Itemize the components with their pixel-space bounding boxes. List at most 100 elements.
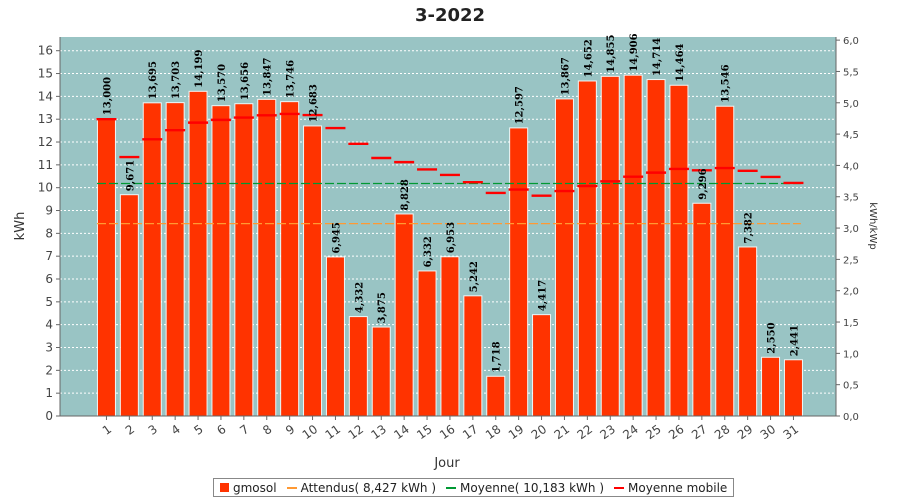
x-tick-label: 27 xyxy=(689,422,710,442)
bar-value-label: 13,847 xyxy=(263,58,274,96)
y2-tick-label: 2,0 xyxy=(843,287,859,298)
chart-legend: gmosol Attendus( 8,427 kWh ) Moyenne( 10,1… xyxy=(213,478,735,497)
y2-tick-label: 0,5 xyxy=(843,381,859,392)
bar xyxy=(189,91,207,417)
y-tick-label: 15 xyxy=(38,67,53,81)
legend-swatch xyxy=(220,483,229,492)
bar-value-label: 4,417 xyxy=(538,280,549,311)
bar xyxy=(349,317,367,416)
x-axis-label: Jour xyxy=(433,456,460,471)
x-axis: 1 2 3 4 5 6 7 8 9 10 11 12 13 14 15 16 17 18 19 20 21 22 23 24 2… xyxy=(60,415,836,442)
bar-value-label: 12,597 xyxy=(515,86,526,124)
reference-lines xyxy=(97,182,801,225)
bar-value-label: 14,714 xyxy=(652,38,663,76)
bar-value-label: 2,441 xyxy=(789,325,800,356)
y2-tick-label: 4,0 xyxy=(843,161,859,172)
bar-value-label: 5,242 xyxy=(469,261,480,292)
bar xyxy=(533,315,551,416)
x-tick-label: 18 xyxy=(483,422,504,442)
bar xyxy=(670,85,688,417)
y2-tick-label: 4,5 xyxy=(843,130,859,141)
y-tick-label: 4 xyxy=(45,318,53,332)
bar-value-label: 9,296 xyxy=(698,168,709,199)
x-tick-label: 2 xyxy=(123,422,137,438)
legend-swatch xyxy=(614,486,625,489)
y-tick-label: 13 xyxy=(38,112,53,126)
bar-value-label: 9,671 xyxy=(125,160,136,191)
bar-value-label: 14,199 xyxy=(194,50,205,88)
bar xyxy=(258,99,276,416)
x-tick-label: 13 xyxy=(368,422,389,442)
bar xyxy=(716,106,734,416)
bar-value-label: 13,867 xyxy=(560,57,571,95)
legend-label: Moyenne mobile xyxy=(628,480,728,495)
x-tick-label: 31 xyxy=(781,422,802,442)
x-tick-label: 1 xyxy=(100,422,114,438)
legend-item: Attendus( 8,427 kWh ) xyxy=(286,480,437,495)
bar xyxy=(464,296,482,416)
x-tick-label: 12 xyxy=(346,422,367,442)
bar-value-label: 7,382 xyxy=(744,212,755,243)
bar-value-label: 13,695 xyxy=(148,61,159,99)
bar-value-label: 13,656 xyxy=(240,62,251,100)
bar xyxy=(555,99,573,416)
x-tick-label: 22 xyxy=(575,422,596,442)
y-tick-label: 1 xyxy=(45,386,53,400)
bar xyxy=(487,376,505,416)
bar-value-label: 13,000 xyxy=(102,77,113,115)
y-tick-label: 16 xyxy=(38,44,53,58)
y2-tick-label: 1,0 xyxy=(843,349,859,360)
x-tick-label: 20 xyxy=(529,422,550,442)
bar xyxy=(624,75,642,416)
x-tick-label: 21 xyxy=(552,422,573,442)
bar-value-label: 13,703 xyxy=(171,61,182,99)
bar-value-label: 6,332 xyxy=(423,236,434,267)
y-tick-label: 12 xyxy=(38,135,53,149)
x-tick-label: 11 xyxy=(323,422,344,442)
bar xyxy=(510,128,528,416)
x-tick-label: 14 xyxy=(391,422,412,442)
legend-label: Moyenne( 10,183 kWh ) xyxy=(460,480,605,495)
x-tick-label: 29 xyxy=(735,422,756,442)
bar xyxy=(693,203,711,416)
bar xyxy=(166,103,184,417)
legend-swatch xyxy=(446,486,457,489)
x-tick-label: 16 xyxy=(437,422,458,442)
bar-value-label: 3,875 xyxy=(377,292,388,323)
bar xyxy=(97,119,115,416)
x-tick-label: 5 xyxy=(191,422,205,438)
x-tick-label: 25 xyxy=(643,422,664,442)
y2-tick-label: 3,5 xyxy=(843,193,859,204)
bar xyxy=(326,257,344,416)
bar xyxy=(647,80,665,417)
bar-value-label: 13,746 xyxy=(286,60,297,98)
x-tick-label: 10 xyxy=(300,422,321,442)
x-tick-label: 24 xyxy=(620,422,641,442)
y2-axis-label: kWh/kWp xyxy=(867,202,878,249)
y-tick-label: 0 xyxy=(45,409,53,423)
bar xyxy=(441,257,459,416)
bar xyxy=(418,271,436,416)
y-tick-label: 7 xyxy=(45,249,53,263)
bar-value-label: 13,570 xyxy=(217,64,228,102)
bar xyxy=(395,214,413,416)
y2-tick-label: 0,0 xyxy=(843,412,859,423)
x-tick-label: 9 xyxy=(283,422,297,438)
y2-tick-label: 1,5 xyxy=(843,318,859,329)
bar-value-label: 14,464 xyxy=(675,43,686,81)
x-tick-label: 30 xyxy=(758,422,779,442)
y-tick-label: 10 xyxy=(38,181,53,195)
legend-label: Attendus( 8,427 kWh ) xyxy=(300,480,437,495)
legend-item: Moyenne( 10,183 kWh ) xyxy=(446,481,604,495)
legend-item: Moyenne mobile xyxy=(614,481,727,495)
bar-value-label: 6,953 xyxy=(446,222,457,253)
x-tick-label: 28 xyxy=(712,422,733,442)
y2-tick-label: 5,0 xyxy=(843,99,859,110)
legend-item: gmosol xyxy=(220,481,277,495)
bar xyxy=(304,126,322,416)
x-tick-label: 26 xyxy=(666,422,687,442)
y-tick-label: 3 xyxy=(45,341,53,355)
bar xyxy=(372,327,390,416)
